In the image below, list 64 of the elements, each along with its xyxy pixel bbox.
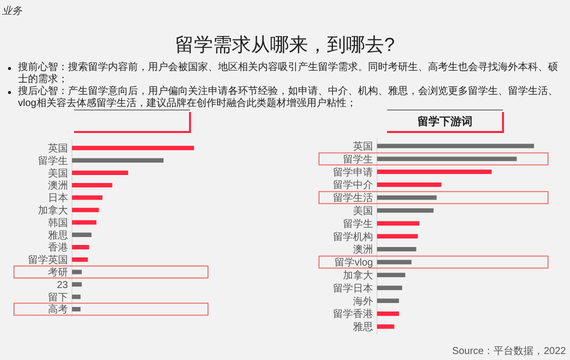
text: 业务 [2, 4, 22, 18]
text: 搜前心智：搜索留学内容前，用户会被国家、地区相关内容吸引产生留学需求。同时考研生、高考生也会寻找海外本科、硕士的需求； [17, 62, 559, 86]
y-tick-label: 雅思 [48, 229, 68, 242]
bar [377, 170, 492, 174]
y-tick-label: 留学生 [343, 153, 373, 166]
y-tick-label: 留学生 [343, 218, 373, 230]
bar [377, 312, 399, 316]
y-tick-label: 留学vlog [334, 256, 373, 269]
y-tick-label: 海外 [353, 295, 373, 308]
y-tick-label: 加拿大 [38, 204, 68, 216]
bar [72, 170, 128, 175]
y-tick-label: 澳洲 [353, 244, 373, 256]
bar [377, 208, 434, 213]
bar [72, 183, 112, 188]
bar [377, 234, 418, 238]
y-tick-label: 留学生 [38, 154, 68, 167]
bar [72, 257, 88, 262]
y-tick-label: 留学英国 [28, 254, 68, 266]
y-tick-label: 雅思 [353, 321, 373, 334]
text: 留学需求从哪来，到哪去? [174, 34, 396, 58]
bar [72, 220, 96, 225]
y-tick-label: 留学日本 [333, 282, 373, 294]
y-tick-label: 加拿大 [343, 270, 373, 282]
y-tick-label: 香港 [48, 242, 68, 254]
y-tick-label: 考研 [48, 266, 68, 278]
bar [377, 247, 416, 252]
text: 搜后心智：产生留学意向后，用户偏向关注申请各环节经验，如申请、中介、机构、雅思，会浏览更多留学生、留学生活、vlog相关容去体感留学生活，建议品牌在创作时融合此类题材增强用户粘性； [17, 86, 559, 110]
bar [72, 282, 82, 287]
bar [72, 195, 102, 200]
bar [377, 324, 394, 329]
y-tick-label: 留下 [48, 291, 68, 304]
bar [377, 260, 412, 264]
bar [72, 232, 92, 237]
bar [72, 307, 81, 312]
chart-title: 留学下游词 [418, 115, 472, 128]
y-tick-label: 留学香港 [333, 308, 373, 320]
bar [377, 144, 534, 148]
bar [377, 221, 420, 226]
y-tick-label: 高考 [48, 304, 68, 316]
y-tick-label: 英国 [48, 142, 68, 154]
source-note: Source：平台数据，2022 [452, 345, 566, 357]
y-tick-label: 英国 [353, 140, 373, 152]
y-tick-label: 留学机构 [333, 230, 373, 243]
bar [377, 156, 517, 162]
bar [72, 146, 194, 150]
bar [377, 272, 406, 278]
bar [72, 270, 82, 274]
y-tick-label: 澳洲 [48, 180, 68, 192]
bar [377, 286, 402, 290]
y-tick-label: 日本 [48, 192, 68, 204]
bar [72, 294, 81, 299]
y-tick-label: 美国 [48, 167, 68, 180]
bar [377, 298, 399, 303]
y-tick-label: 留学生活 [333, 192, 373, 204]
y-tick-label: 韩国 [48, 216, 68, 229]
bar [377, 182, 442, 187]
bar [377, 195, 437, 200]
bar [72, 208, 99, 212]
bar [72, 158, 164, 163]
y-tick-label: 留学申请 [333, 166, 373, 178]
y-tick-label: 23 [56, 280, 68, 291]
bar [72, 245, 90, 250]
y-tick-label: 美国 [353, 205, 373, 217]
y-tick-label: 留学中介 [333, 179, 373, 192]
